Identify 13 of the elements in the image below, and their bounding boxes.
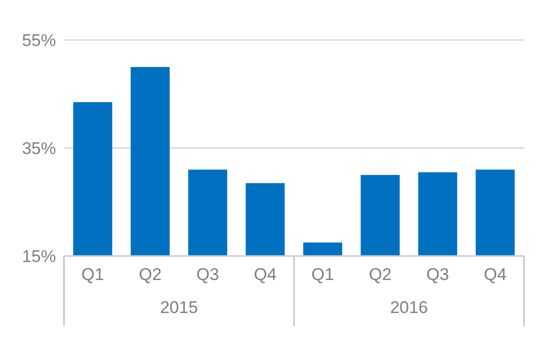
x-tick-label: Q4 xyxy=(484,265,507,284)
x-tick-label: Q4 xyxy=(254,265,277,284)
x-tick-label: Q1 xyxy=(81,265,104,284)
x-tick-label: Q1 xyxy=(311,265,334,284)
text: 2015 xyxy=(159,298,199,318)
y-tick-label: 35% xyxy=(22,139,56,158)
x-tick-label: Q3 xyxy=(196,265,220,284)
x-tick-label: Q2 xyxy=(138,265,162,284)
x-tick-label: Q3 xyxy=(426,265,450,284)
text: 2016 xyxy=(389,298,429,318)
y-tick-label: 15% xyxy=(22,247,56,266)
x-tick-label: Q2 xyxy=(368,265,392,284)
y-tick-label: 55% xyxy=(22,31,56,50)
